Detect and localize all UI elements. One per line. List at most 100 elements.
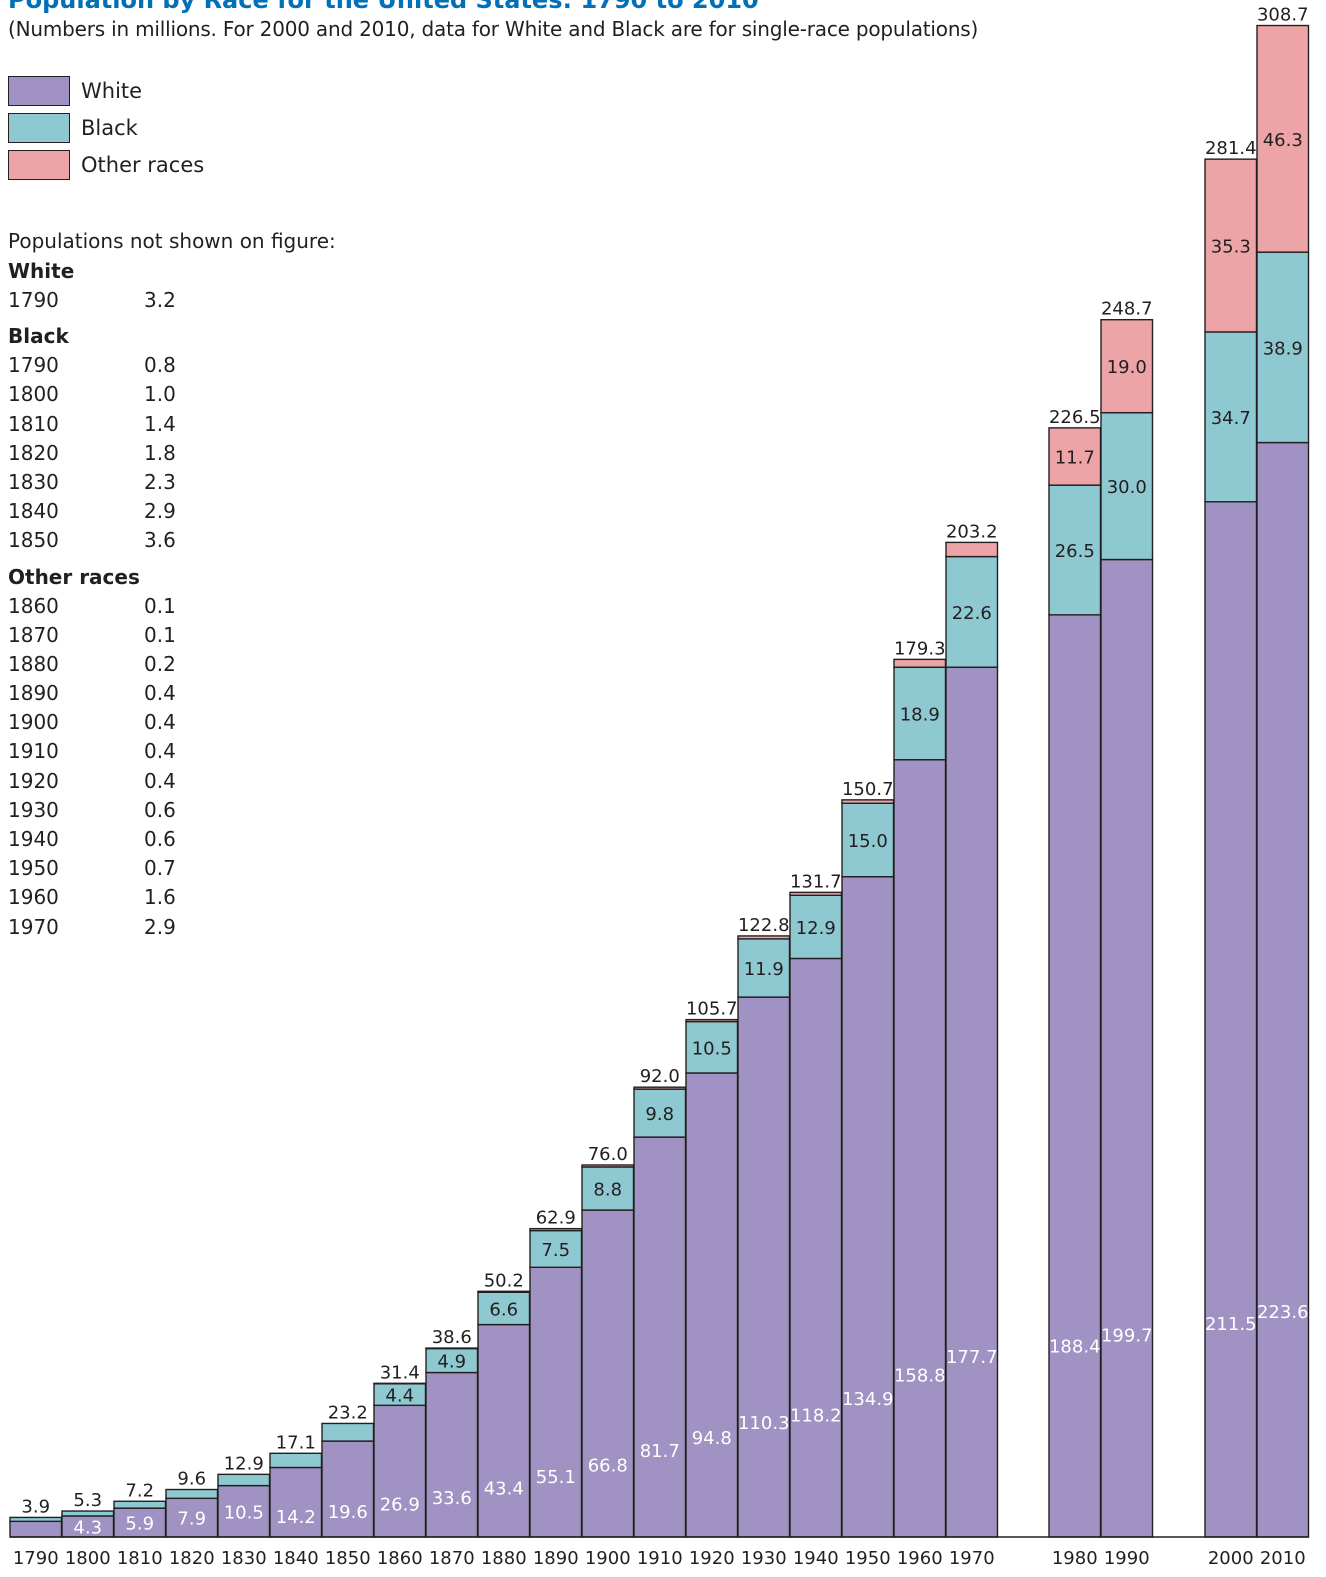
notes-row: 1950 0.7 xyxy=(8,854,336,883)
legend-item-other-races: Other races xyxy=(8,148,204,182)
data-label-white: 199.7 xyxy=(1101,1326,1153,1347)
data-label-total: 179.3 xyxy=(894,638,946,659)
data-label-total: 38.6 xyxy=(432,1327,472,1348)
notes-value: 0.1 xyxy=(144,622,176,647)
data-label-total: 308.7 xyxy=(1257,5,1309,26)
data-label-total: 12.9 xyxy=(224,1453,264,1474)
notes-year: 1890 xyxy=(8,681,59,706)
bar-segment-white xyxy=(321,1440,375,1538)
notes-row: 1900 0.4 xyxy=(8,708,336,737)
notes-value: 0.2 xyxy=(144,651,176,676)
x-tick-label: 1840 xyxy=(273,1548,319,1569)
bar-segment-white xyxy=(685,1072,739,1538)
legend-swatch-other-races xyxy=(8,150,70,180)
data-label-black: 38.9 xyxy=(1263,338,1303,359)
chart-subtitle: (Numbers in millions. For 2000 and 2010,… xyxy=(8,17,979,41)
data-label-total: 122.8 xyxy=(738,915,790,936)
notes-row: 1840 2.9 xyxy=(8,497,336,526)
data-label-white: 211.5 xyxy=(1205,1314,1257,1335)
notes-year: 1830 xyxy=(8,469,59,494)
x-tick-label: 1800 xyxy=(65,1548,111,1569)
notes-row: 1850 3.6 xyxy=(8,526,336,555)
data-label-white: 19.6 xyxy=(328,1502,368,1523)
data-label-black: 11.9 xyxy=(744,959,784,980)
notes-year: 1820 xyxy=(8,440,59,465)
data-label-total: 248.7 xyxy=(1101,299,1153,320)
x-tick-label: 1820 xyxy=(169,1548,215,1569)
data-label-black: 26.5 xyxy=(1055,541,1095,562)
notes-year: 1900 xyxy=(8,710,59,735)
notes-value: 1.4 xyxy=(144,411,176,436)
bar-segment-other-races xyxy=(581,1164,635,1168)
bar-segment-other-races xyxy=(841,799,895,804)
not-shown-notes: Populations not shown on figure: White 17… xyxy=(8,226,336,942)
data-label-white: 110.3 xyxy=(738,1413,790,1434)
data-label-other-races: 19.0 xyxy=(1107,357,1147,378)
notes-group-title: Other races xyxy=(8,564,140,589)
bar-segment-white xyxy=(165,1497,219,1538)
data-label-other-races: 46.3 xyxy=(1263,130,1303,151)
bar-segment-white xyxy=(1048,614,1102,1538)
data-label-white: 43.4 xyxy=(484,1479,524,1500)
notes-row: 1800 1.0 xyxy=(8,380,336,409)
notes-value: 1.0 xyxy=(144,382,176,407)
notes-value: 0.4 xyxy=(144,681,176,706)
data-label-total: 62.9 xyxy=(536,1208,576,1229)
data-label-black: 12.9 xyxy=(796,918,836,939)
notes-row: 1920 0.4 xyxy=(8,767,336,796)
bar-segment-white xyxy=(737,996,791,1538)
notes-year: 1810 xyxy=(8,411,59,436)
data-label-black: 7.5 xyxy=(541,1240,570,1261)
notes-groups: White 1790 3.2 Black 1790 0.8 1800 1.0 1810 1.4 18… xyxy=(8,256,336,942)
bar-segment-white xyxy=(633,1136,687,1538)
legend-label-white: White xyxy=(81,79,143,103)
data-label-white: 94.8 xyxy=(692,1428,732,1449)
bar-segment-white xyxy=(841,876,895,1538)
data-label-black: 30.0 xyxy=(1107,477,1147,498)
notes-value: 3.2 xyxy=(144,288,176,312)
data-label-total: 226.5 xyxy=(1049,407,1101,428)
bar-segment-white xyxy=(581,1209,635,1538)
bar-segment-other-races xyxy=(1048,427,1102,486)
data-label-white: 81.7 xyxy=(640,1441,680,1462)
legend-label-black: Black xyxy=(81,116,138,140)
data-label-black: 4.9 xyxy=(437,1352,466,1373)
data-label-black: 6.6 xyxy=(489,1299,518,1320)
notes-year: 1840 xyxy=(8,499,59,524)
data-label-white: 188.4 xyxy=(1049,1337,1101,1358)
chart-title: Population by Race for the United States… xyxy=(8,0,759,14)
bar-segment-other-races xyxy=(1256,24,1310,253)
notes-year: 1880 xyxy=(8,651,59,676)
data-label-black: 18.9 xyxy=(900,704,940,725)
notes-year: 1860 xyxy=(8,593,59,618)
data-label-total: 203.2 xyxy=(946,521,998,542)
notes-year: 1790 xyxy=(8,288,59,312)
bar-segment-white xyxy=(425,1371,479,1538)
notes-value: 2.9 xyxy=(144,499,176,524)
bar-segment-white xyxy=(269,1466,323,1538)
notes-row: 1910 0.4 xyxy=(8,737,336,766)
notes-value: 2.3 xyxy=(144,469,176,494)
data-label-total: 17.1 xyxy=(276,1432,316,1453)
notes-row: 1870 0.1 xyxy=(8,621,336,650)
data-label-total: 9.6 xyxy=(177,1469,206,1490)
notes-row: 1970 2.9 xyxy=(8,913,336,942)
notes-row: 1820 1.8 xyxy=(8,439,336,468)
x-tick-label: 2010 xyxy=(1260,1548,1306,1569)
x-tick-label: 1980 xyxy=(1052,1548,1098,1569)
data-label-white: 134.9 xyxy=(842,1389,894,1410)
data-label-white: 7.9 xyxy=(177,1509,206,1530)
notes-row: 1860 0.1 xyxy=(8,592,336,621)
notes-year: 1940 xyxy=(8,827,59,851)
data-label-white: 10.5 xyxy=(224,1502,264,1523)
bar-segment-black xyxy=(633,1088,687,1138)
x-tick-label: 1940 xyxy=(793,1548,839,1569)
bar-segment-black xyxy=(1256,251,1310,444)
data-label-other-races: 11.7 xyxy=(1055,447,1095,468)
x-tick-label: 1890 xyxy=(533,1548,579,1569)
notes-value: 1.6 xyxy=(144,885,176,910)
notes-year: 1850 xyxy=(8,528,59,553)
data-label-black: 34.7 xyxy=(1211,408,1251,429)
notes-row: 1810 1.4 xyxy=(8,410,336,439)
bar-segment-black xyxy=(9,1516,63,1523)
